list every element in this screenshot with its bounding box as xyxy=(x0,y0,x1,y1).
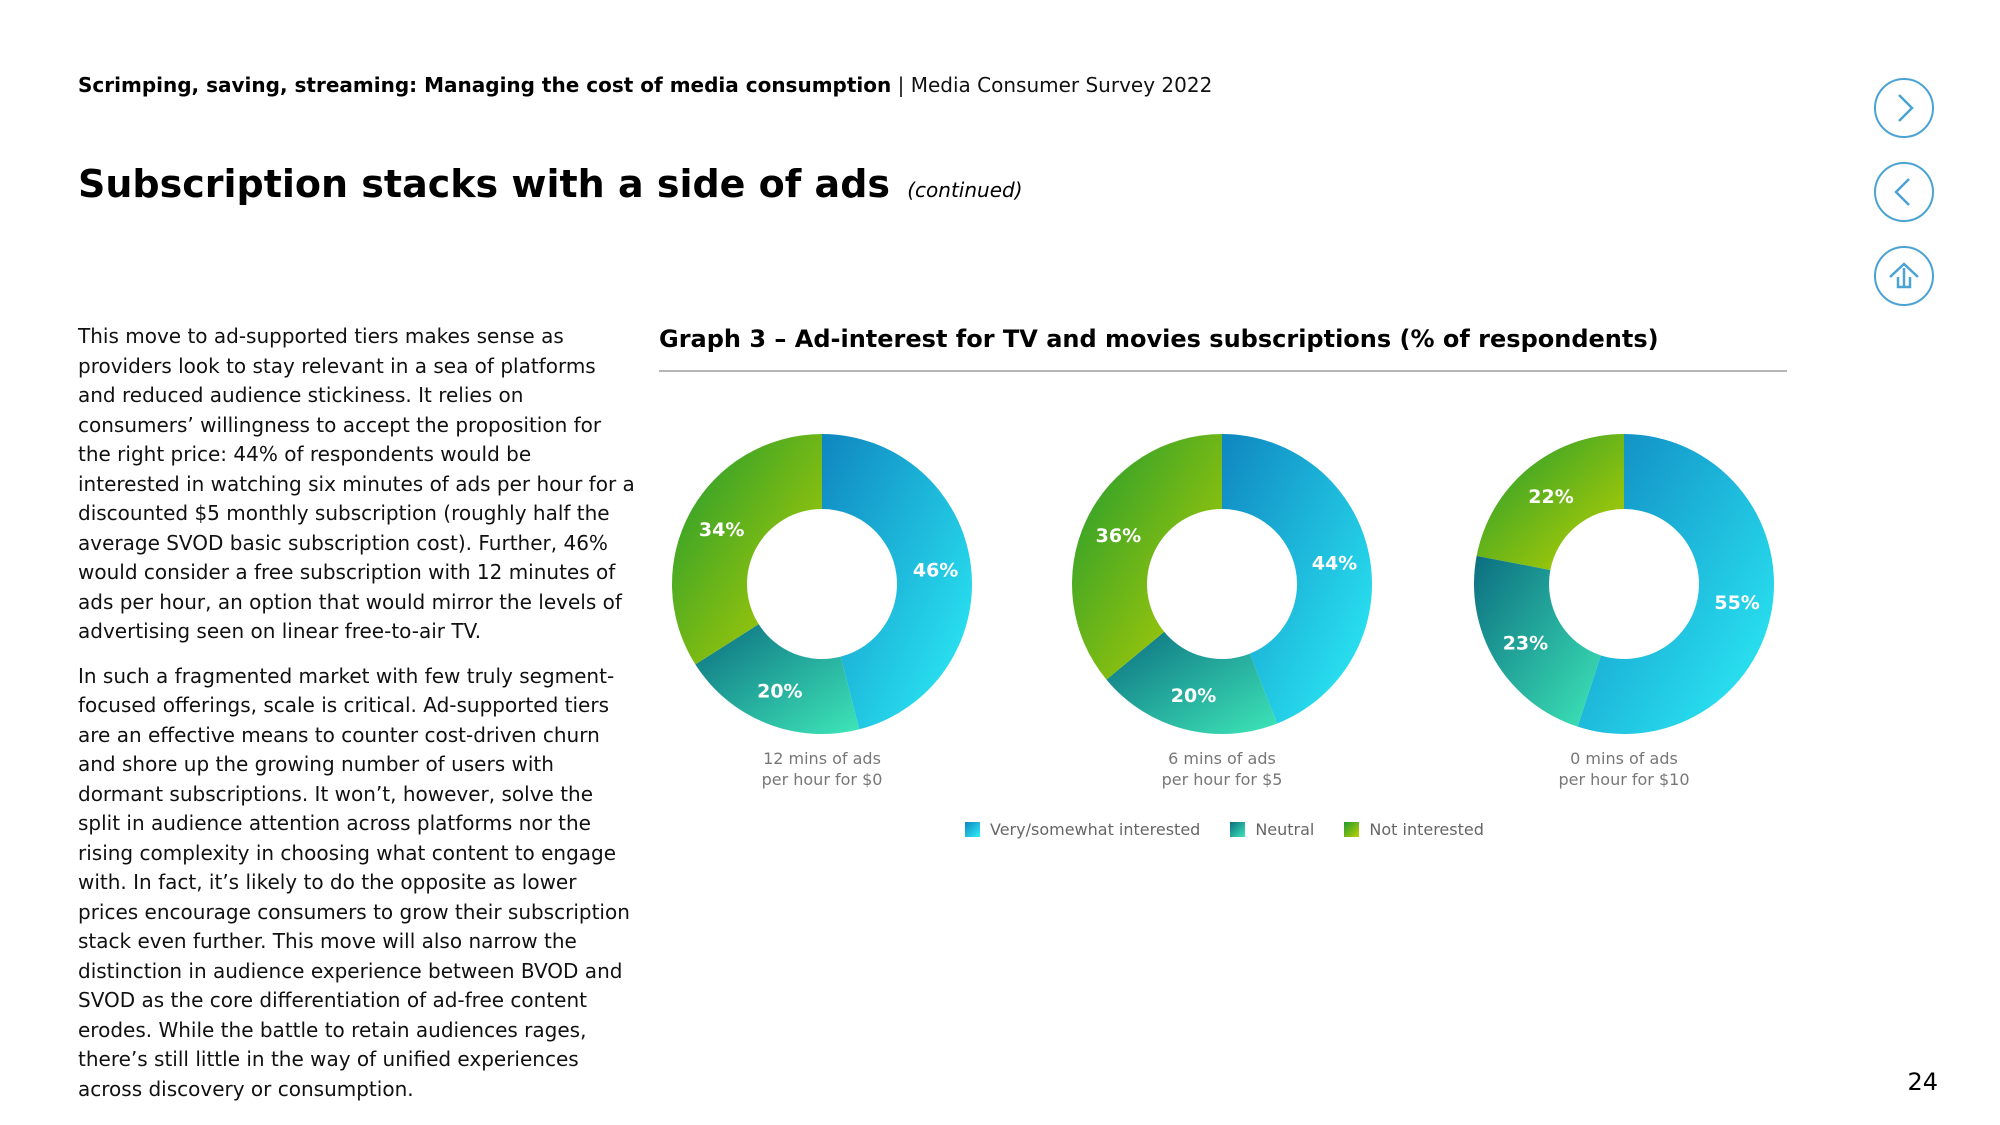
caption-line: per hour for $5 xyxy=(1161,770,1283,789)
donut-1-label-3: 34% xyxy=(699,519,744,541)
donut-3-label-3: 22% xyxy=(1528,486,1573,508)
chevron-left-icon xyxy=(1894,178,1910,206)
donut-2-slice-2 xyxy=(1106,631,1278,734)
donut-3-slice-3 xyxy=(1476,434,1624,570)
legend-swatch xyxy=(1230,822,1246,837)
donut-1-slice-3 xyxy=(672,434,822,665)
donut-3-label-1: 55% xyxy=(1714,592,1759,614)
report-title: Scrimping, saving, streaming: Managing t… xyxy=(78,73,892,97)
page-title: Subscription stacks with a side of ads xyxy=(78,162,891,206)
home-button[interactable] xyxy=(1874,246,1934,306)
previous-page-button[interactable] xyxy=(1874,162,1934,222)
page-title-block: Subscription stacks with a side of ads (… xyxy=(78,162,1023,206)
donut-2-label-1: 44% xyxy=(1312,553,1357,575)
breadcrumb-separator: | xyxy=(891,73,911,97)
legend-swatch xyxy=(1344,822,1360,837)
legend-item-interested: Very/somewhat interested xyxy=(965,820,1200,839)
caption-line: 12 mins of ads xyxy=(763,749,881,768)
donut-2-slice-3 xyxy=(1072,434,1222,680)
donut-caption-1: 12 mins of ads per hour for $0 xyxy=(702,748,942,790)
donut-2-label-2: 20% xyxy=(1171,685,1216,707)
legend-swatch xyxy=(965,822,980,837)
donut-2-slice-1 xyxy=(1222,434,1372,724)
donut-1-label-1: 46% xyxy=(913,560,958,582)
caption-line: 0 mins of ads xyxy=(1570,749,1678,768)
donut-1-slice-1 xyxy=(822,434,972,730)
donut-3-slice-1 xyxy=(1577,434,1775,734)
legend-item-neutral: Neutral xyxy=(1230,820,1314,839)
caption-line: per hour for $10 xyxy=(1558,770,1690,789)
donut-3-slice-2 xyxy=(1474,555,1601,727)
report-subtitle: Media Consumer Survey 2022 xyxy=(910,73,1213,97)
legend-label: Neutral xyxy=(1255,820,1315,839)
body-text: This move to ad-supported tiers makes se… xyxy=(78,322,638,1119)
donut-1-label-2: 20% xyxy=(757,680,802,702)
donut-caption-3: 0 mins of ads per hour for $10 xyxy=(1504,748,1744,790)
chevron-right-icon xyxy=(1898,94,1914,122)
legend-label: Very/somewhat interested xyxy=(990,820,1201,839)
report-breadcrumb: Scrimping, saving, streaming: Managing t… xyxy=(78,73,1212,97)
page-number: 24 xyxy=(1907,1068,1938,1096)
donut-2-label-3: 36% xyxy=(1096,525,1141,547)
continued-label: (continued) xyxy=(907,178,1023,202)
donut-caption-2: 6 mins of ads per hour for $5 xyxy=(1102,748,1342,790)
next-page-button[interactable] xyxy=(1874,78,1934,138)
body-paragraph-2: In such a fragmented market with few tru… xyxy=(78,663,630,1101)
home-arrow-icon xyxy=(1889,262,1919,289)
caption-line: per hour for $0 xyxy=(761,770,883,789)
graph-divider xyxy=(659,370,1787,372)
graph-title: Graph 3 – Ad-interest for TV and movies … xyxy=(659,325,1659,353)
body-paragraph-1: This move to ad-supported tiers makes se… xyxy=(78,324,635,643)
legend-label: Not interested xyxy=(1369,820,1484,839)
caption-line: 6 mins of ads xyxy=(1168,749,1276,768)
chart-legend: Very/somewhat interested Neutral Not int… xyxy=(965,820,1514,839)
donut-1-slice-2 xyxy=(695,624,860,734)
legend-item-not-interested: Not interested xyxy=(1344,820,1484,839)
donut-3-label-2: 23% xyxy=(1503,632,1548,654)
